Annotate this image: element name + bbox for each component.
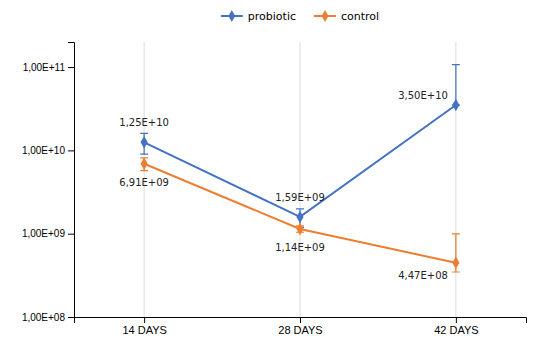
y-tick-mark: [68, 317, 74, 318]
y-tick-label: 1,00E+08: [22, 312, 66, 323]
x-axis-line: [75, 318, 527, 324]
marker: [452, 99, 459, 111]
y-tick: 1,00E+11: [23, 62, 74, 73]
y-axis-line: [68, 43, 75, 318]
error-bar: [140, 158, 148, 171]
line: [144, 164, 456, 263]
series: [140, 65, 460, 228]
x-tick-mark: [144, 317, 145, 323]
marker: [141, 158, 148, 170]
error-bar: [140, 133, 148, 154]
legend-label: control: [341, 10, 379, 23]
x-tick-mark: [456, 317, 457, 323]
y-tick-mark: [68, 234, 74, 235]
y-tick-label: 1,00E+10: [22, 145, 66, 156]
y-tick-mark: [68, 150, 74, 151]
legend-marker: [228, 10, 235, 22]
y-tick-mark: [68, 67, 74, 68]
data-label: 1,25E+10: [119, 117, 169, 128]
legend-item: probiotic: [221, 10, 296, 23]
marker: [141, 136, 148, 148]
x-tick-label: 42 DAYS: [434, 324, 478, 336]
error-bar: [452, 234, 460, 272]
marker: [296, 211, 303, 223]
y-tick: 1,00E+10: [22, 145, 74, 156]
y-tick-label: 1,00E+11: [23, 62, 66, 73]
grid-line: [300, 42, 301, 317]
series: [140, 158, 460, 272]
x-tick: 14 DAYS: [122, 317, 166, 336]
x-axis: 14 DAYS 28 DAYS 42 DAYS: [75, 317, 527, 336]
grid: [144, 42, 456, 317]
legend-label: probiotic: [248, 10, 296, 23]
x-tick-label: 14 DAYS: [122, 324, 166, 336]
y-tick: 1,00E+08: [22, 312, 74, 323]
data-label: 1,59E+09: [275, 192, 325, 203]
legend-item: control: [314, 10, 379, 23]
marker: [452, 257, 459, 269]
marks: [140, 65, 460, 272]
plot: 14 DAYS28 DAYS42 DAYS1,00E+081,00E+091,0…: [22, 42, 527, 336]
x-tick-mark: [300, 317, 301, 323]
legend: probiotic control: [221, 10, 379, 23]
y-axis: 1,00E+08 1,00E+09 1,00E+10 1,00E+11: [22, 43, 75, 323]
x-tick: 28 DAYS: [278, 317, 322, 336]
x-tick: 42 DAYS: [434, 317, 478, 336]
data-labels: 1,25E+10 1,59E+09 3,50E+10 6,91E+09 1,14E+09…: [119, 90, 448, 281]
marker: [296, 223, 303, 235]
x-tick-label: 28 DAYS: [278, 324, 322, 336]
data-label: 6,91E+09: [119, 177, 169, 188]
data-label: 3,50E+10: [398, 90, 448, 101]
y-tick-label: 1,00E+09: [22, 228, 66, 239]
data-label: 4,47E+08: [398, 270, 448, 281]
data-label: 1,14E+09: [275, 242, 325, 253]
line: [144, 105, 456, 217]
chart: 14 DAYS28 DAYS42 DAYS1,00E+081,00E+091,0…: [0, 0, 546, 349]
y-tick: 1,00E+09: [22, 228, 74, 239]
legend-marker: [322, 10, 329, 22]
